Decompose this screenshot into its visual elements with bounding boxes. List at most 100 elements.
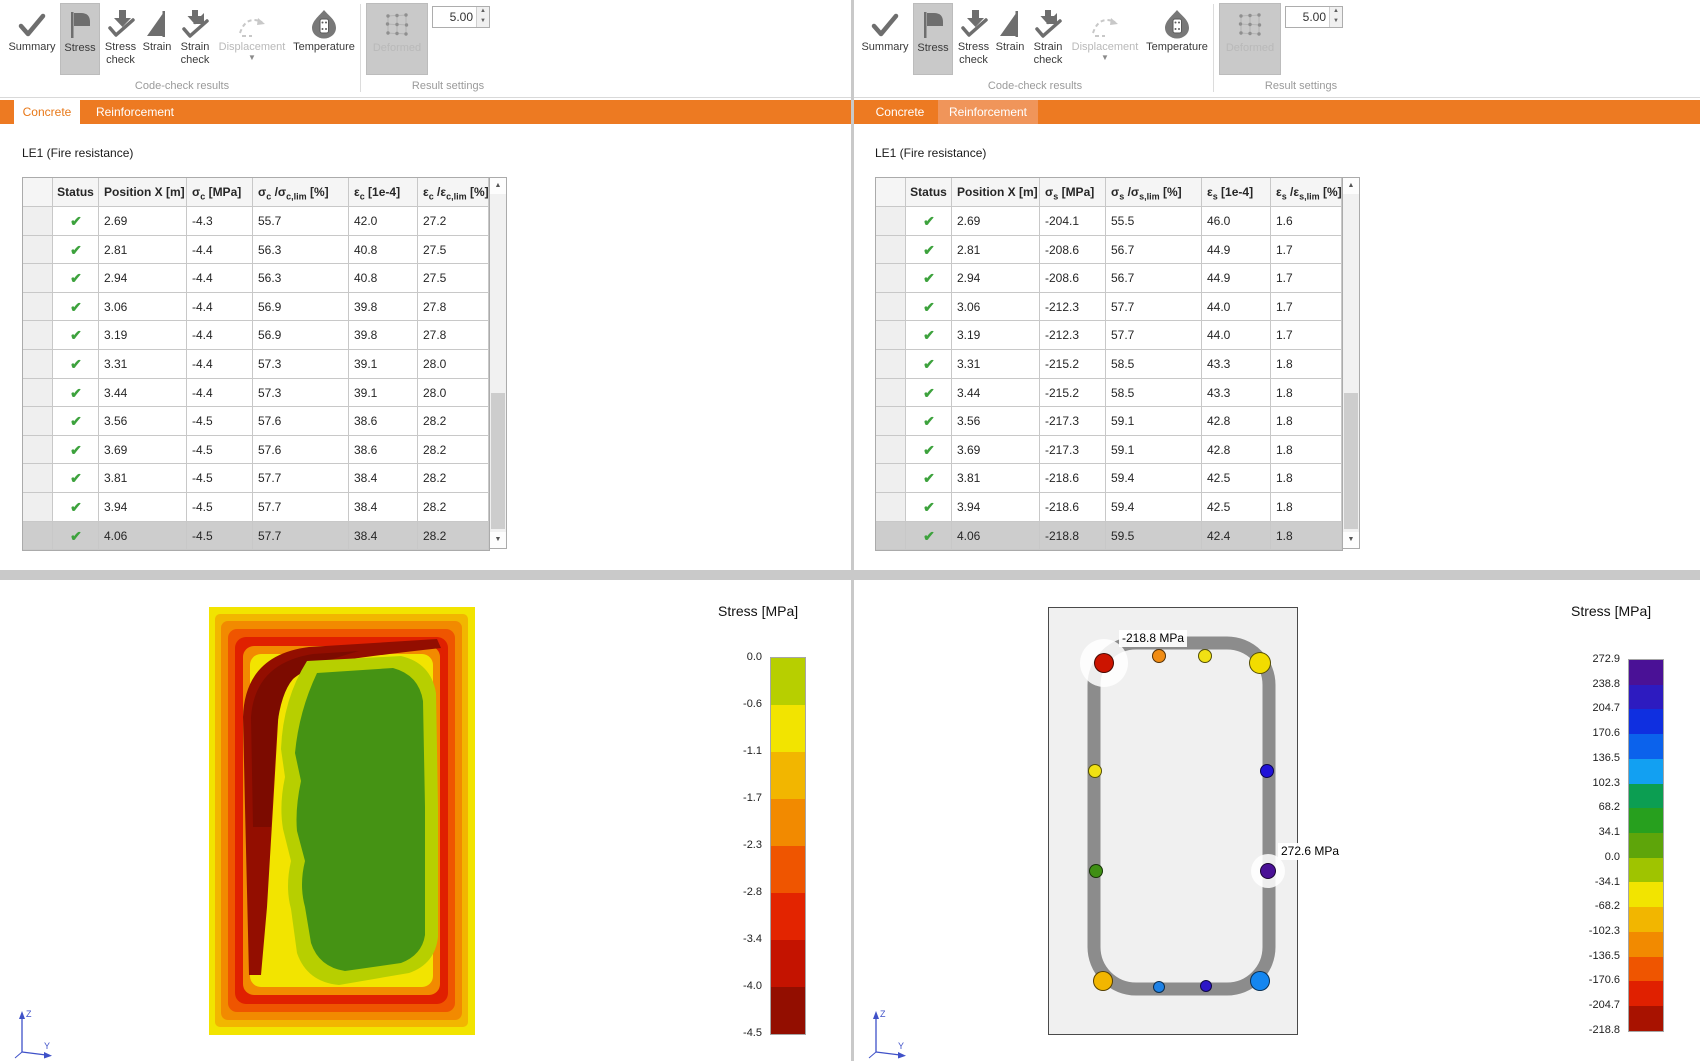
table-row[interactable]: ✔ 3.31 -215.2 58.5 43.3 1.8	[876, 349, 1342, 379]
tab-concrete[interactable]: Concrete	[14, 100, 80, 124]
table-scrollbar[interactable]: ▲ ▼	[489, 177, 507, 549]
scroll-down-icon[interactable]: ▼	[1343, 532, 1359, 548]
spinner-value[interactable]: 5.00	[1286, 7, 1329, 27]
rebar-stress-dot[interactable]	[1260, 863, 1276, 879]
ribbon-button-temperature[interactable]: Temperature	[1142, 3, 1212, 75]
value-cell: -4.3	[187, 207, 253, 236]
spinner-value[interactable]: 5.00	[433, 7, 476, 27]
table-row[interactable]: ✔ 3.19 -4.4 56.9 39.8 27.8	[23, 321, 489, 350]
ribbon-button-deformed[interactable]: Deformed	[366, 3, 428, 75]
table-row[interactable]: ✔ 3.94 -218.6 59.4 42.5 1.8	[876, 492, 1342, 522]
table-row[interactable]: ✔ 4.06 -4.5 57.7 38.4 28.2	[23, 521, 489, 551]
spinner-up-icon[interactable]: ▲	[1330, 7, 1342, 17]
ribbon-button-temperature[interactable]: Temperature	[289, 3, 359, 75]
table-row[interactable]: ✔ 3.56 -217.3 59.1 42.8 1.8	[876, 407, 1342, 436]
reinforcement-stress-canvas[interactable]: Stress [MPa] Z Y 272.9 238.8 204.7 170.6 136…	[854, 580, 1700, 1061]
scroll-up-icon[interactable]: ▲	[1343, 178, 1359, 194]
ribbon-button-displacement[interactable]: Displacement ▼	[217, 3, 287, 75]
table-row[interactable]: ✔ 3.31 -4.4 57.3 39.1 28.0	[23, 349, 489, 379]
vertical-splitter[interactable]	[851, 0, 854, 1061]
table-row[interactable]: ✔ 2.81 -208.6 56.7 44.9 1.7	[876, 235, 1342, 265]
value-cell: 59.5	[1106, 521, 1202, 551]
rebar-stress-dot[interactable]	[1094, 653, 1114, 673]
table-row[interactable]: ✔ 2.94 -4.4 56.3 40.8 27.5	[23, 264, 489, 293]
rebar-stress-dot[interactable]	[1260, 764, 1274, 778]
chevron-down-icon[interactable]: ▼	[248, 53, 256, 62]
rebar-stress-dot[interactable]	[1200, 980, 1212, 992]
ribbon-button-stress[interactable]: Stress	[60, 3, 100, 75]
ribbon-button-strain[interactable]: Strain	[141, 3, 173, 75]
rebar-stress-dot[interactable]	[1093, 971, 1113, 991]
color-scale-tick-label: -136.5	[1588, 949, 1620, 962]
table-row[interactable]: ✔ 3.44 -4.4 57.3 39.1 28.0	[23, 378, 489, 408]
horizontal-splitter[interactable]	[0, 570, 1700, 580]
tab-concrete[interactable]: Concrete	[875, 105, 925, 119]
rebar-stress-dot[interactable]	[1088, 764, 1102, 778]
deformed-scale-spinner[interactable]: 5.00 ▲ ▼	[432, 6, 490, 28]
scrollbar-thumb[interactable]	[491, 392, 505, 530]
table-row[interactable]: ✔ 2.81 -4.4 56.3 40.8 27.5	[23, 235, 489, 265]
table-row[interactable]: ✔ 3.44 -215.2 58.5 43.3 1.8	[876, 378, 1342, 408]
table-row[interactable]: ✔ 3.81 -4.5 57.7 38.4 28.2	[23, 464, 489, 493]
spinner-down-icon[interactable]: ▼	[477, 17, 489, 27]
table-row[interactable]: ✔ 3.06 -212.3 57.7 44.0 1.7	[876, 292, 1342, 322]
table-row[interactable]: ✔ 3.56 -4.5 57.6 38.6 28.2	[23, 407, 489, 436]
svg-text:Y: Y	[898, 1041, 904, 1051]
value-cell: 38.4	[349, 464, 418, 493]
table-row[interactable]: ✔ 3.94 -4.5 57.7 38.4 28.2	[23, 492, 489, 522]
ribbon-button-strain-check[interactable]: Strain check	[1028, 3, 1068, 75]
scroll-up-icon[interactable]: ▲	[490, 178, 506, 194]
table-row[interactable]: ✔ 2.69 -204.1 55.5 46.0 1.6	[876, 207, 1342, 236]
rebar-stress-dot[interactable]	[1250, 971, 1270, 991]
tab-reinforcement[interactable]: Reinforcement	[95, 105, 175, 119]
column-header: εs /εs,lim [%]	[1271, 178, 1342, 207]
color-scale-tick-label: 102.3	[1592, 776, 1620, 789]
tab-reinforcement[interactable]: Reinforcement	[938, 100, 1038, 124]
table-row[interactable]: ✔ 2.94 -208.6 56.7 44.9 1.7	[876, 264, 1342, 293]
rebar-stress-dot[interactable]	[1249, 652, 1271, 674]
ribbon-button-strain[interactable]: Strain	[994, 3, 1026, 75]
table-row[interactable]: ✔ 3.06 -4.4 56.9 39.8 27.8	[23, 292, 489, 322]
row-header-cell	[23, 349, 53, 379]
table-row[interactable]: ✔ 4.06 -218.8 59.5 42.4 1.8	[876, 521, 1342, 551]
rebar-stress-dot[interactable]	[1153, 981, 1165, 993]
deformed-mesh-icon	[367, 4, 427, 40]
value-cell: 3.31	[952, 349, 1040, 379]
rebar-stress-dot[interactable]	[1152, 649, 1166, 663]
strain-check-icon	[1028, 3, 1068, 39]
chevron-down-icon[interactable]: ▼	[1101, 53, 1109, 62]
table-row[interactable]: ✔ 3.19 -212.3 57.7 44.0 1.7	[876, 321, 1342, 350]
value-cell: 28.2	[418, 492, 489, 522]
table-row[interactable]: ✔ 3.81 -218.6 59.4 42.5 1.8	[876, 464, 1342, 493]
value-cell: -218.8	[1040, 521, 1106, 551]
value-cell: 42.8	[1202, 407, 1271, 436]
table-scrollbar[interactable]: ▲ ▼	[1342, 177, 1360, 549]
ribbon-button-deformed[interactable]: Deformed	[1219, 3, 1281, 75]
value-cell: 42.5	[1202, 464, 1271, 493]
scrollbar-thumb[interactable]	[1344, 392, 1358, 530]
ribbon-button-stress[interactable]: Stress	[913, 3, 953, 75]
table-row[interactable]: ✔ 3.69 -217.3 59.1 42.8 1.8	[876, 435, 1342, 465]
ribbon-button-summary[interactable]: Summary	[859, 3, 911, 75]
table-row[interactable]: ✔ 3.69 -4.5 57.6 38.6 28.2	[23, 435, 489, 465]
ribbon-button-stress-check[interactable]: Stress check	[955, 3, 992, 75]
status-cell: ✔	[53, 207, 99, 236]
spinner-down-icon[interactable]: ▼	[1330, 17, 1342, 27]
displacement-icon	[1070, 3, 1140, 39]
rebar-stress-dot[interactable]	[1198, 649, 1212, 663]
column-header: Status	[53, 178, 99, 207]
table-row[interactable]: ✔ 2.69 -4.3 55.7 42.0 27.2	[23, 207, 489, 236]
concrete-stress-canvas[interactable]: Stress [MPa] Z Y 0.0 -0.6 -1.1 -1.7 -2.3 -2.8…	[0, 580, 851, 1061]
spinner-up-icon[interactable]: ▲	[477, 7, 489, 17]
deformed-scale-spinner[interactable]: 5.00 ▲ ▼	[1285, 6, 1343, 28]
scroll-down-icon[interactable]: ▼	[490, 532, 506, 548]
status-cell: ✔	[906, 492, 952, 522]
ribbon-button-stress-check[interactable]: Stress check	[102, 3, 139, 75]
ribbon-button-summary[interactable]: Summary	[6, 3, 58, 75]
value-cell: 40.8	[349, 264, 418, 293]
ribbon-button-strain-check[interactable]: Strain check	[175, 3, 215, 75]
color-scale-segment	[1629, 981, 1663, 1007]
value-cell: 1.7	[1271, 264, 1342, 293]
ribbon-button-displacement[interactable]: Displacement ▼	[1070, 3, 1140, 75]
rebar-stress-dot[interactable]	[1089, 864, 1103, 878]
